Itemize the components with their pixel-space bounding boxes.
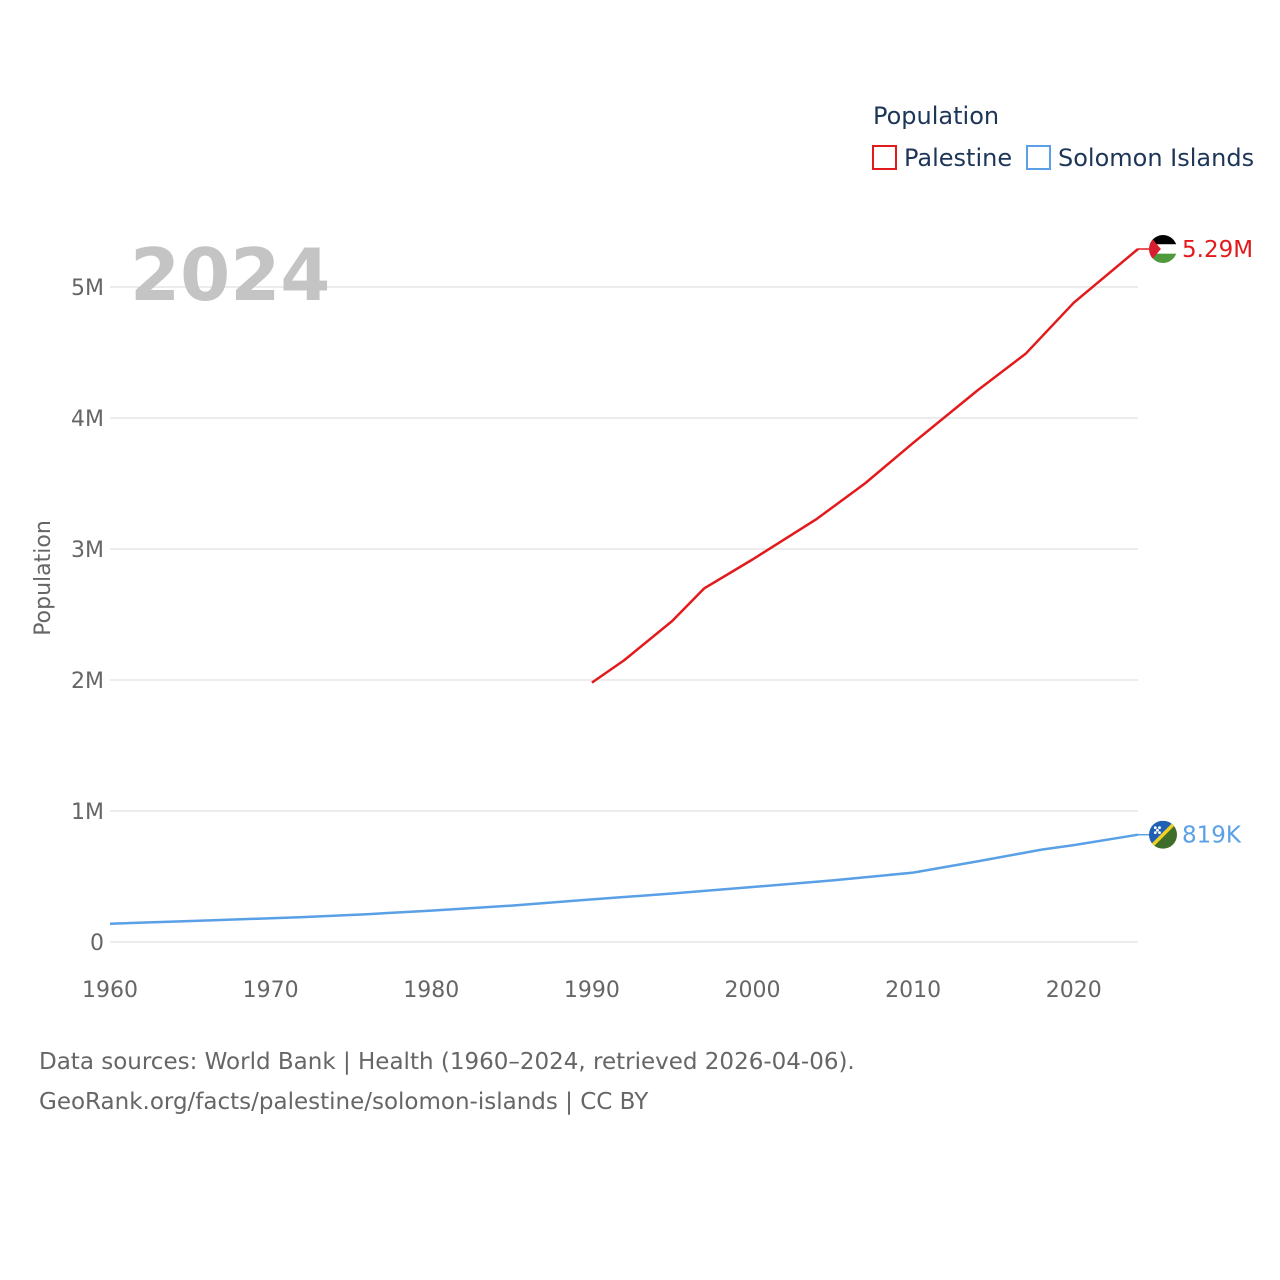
x-tick-label: 1970 <box>243 978 299 1003</box>
legend-item-solomon-islands[interactable]: Solomon Islands <box>1026 144 1254 172</box>
end-value-label-palestine: 5.29M <box>1182 237 1253 263</box>
legend-title: Population <box>873 102 999 130</box>
x-tick-label: 1980 <box>403 978 459 1003</box>
grid-lines <box>110 286 1138 943</box>
y-tick-label: 4M <box>71 407 104 432</box>
x-axis-ticks: 1960 1970 1980 1990 2000 2010 2020 <box>82 978 1102 1003</box>
y-tick-label: 5M <box>71 276 104 301</box>
y-tick-label: 2M <box>71 669 104 694</box>
legend-swatch-solomon-islands <box>1026 145 1051 170</box>
series-line-palestine <box>591 248 1139 684</box>
x-tick-label: 2000 <box>725 978 781 1003</box>
y-axis-ticks: 0 1M 2M 3M 4M 5M <box>71 276 104 956</box>
series-end-markers: 5.29M 819K <box>1138 235 1253 849</box>
palestine-flag-icon <box>1149 235 1177 264</box>
current-year-label: 2024 <box>130 233 330 317</box>
legend: Population Palestine Solomon Islands <box>872 102 1254 172</box>
y-axis-title: Population <box>31 520 56 636</box>
x-tick-label: 1960 <box>82 978 138 1003</box>
y-tick-label: 0 <box>90 931 104 956</box>
x-tick-label: 2010 <box>885 978 941 1003</box>
y-tick-label: 3M <box>71 538 104 563</box>
y-tick-label: 1M <box>71 800 104 825</box>
source-line-1: Data sources: World Bank | Health (1960–… <box>39 1049 855 1075</box>
x-tick-label: 2020 <box>1046 978 1102 1003</box>
legend-label-palestine: Palestine <box>904 144 1012 172</box>
series-line-solomon-islands <box>109 833 1139 925</box>
x-tick-label: 1990 <box>564 978 620 1003</box>
end-value-label-solomon-islands: 819K <box>1182 823 1242 849</box>
population-line-chart: 0 1M 2M 3M 4M 5M 1960 1970 1980 1990 2000 2010 2020… <box>31 102 1254 1003</box>
series-lines <box>109 248 1139 925</box>
source-line-2: GeoRank.org/facts/palestine/solomon-isla… <box>39 1089 649 1115</box>
solomon-islands-flag-icon <box>1149 820 1177 849</box>
legend-item-palestine[interactable]: Palestine <box>872 144 1012 172</box>
legend-label-solomon-islands: Solomon Islands <box>1058 144 1254 172</box>
legend-swatch-palestine <box>872 145 897 170</box>
source-note: Data sources: World Bank | Health (1960–… <box>39 1042 855 1122</box>
